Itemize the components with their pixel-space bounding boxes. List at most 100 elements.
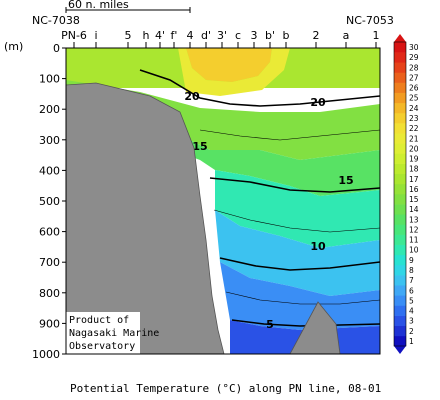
colorbar-swatch bbox=[394, 285, 406, 296]
contour-13 bbox=[213, 209, 380, 233]
colorbar-swatch bbox=[394, 234, 406, 245]
station-label: 1 bbox=[373, 29, 380, 42]
colorbar-tick-label: 17 bbox=[409, 175, 419, 184]
left-endpoint-label: NC-7038 bbox=[32, 14, 80, 27]
colorbar-swatch bbox=[394, 133, 406, 144]
colorbar-tick-label: 13 bbox=[409, 215, 419, 224]
chart-title: Potential Temperature (°C) along PN line… bbox=[70, 382, 381, 395]
credit-line-3: Observatory bbox=[69, 341, 135, 352]
colorbar-tick-label: 18 bbox=[409, 165, 419, 174]
colorbar-swatch bbox=[394, 295, 406, 306]
station-label: c bbox=[235, 29, 241, 42]
depth-tick-label: 600 bbox=[39, 226, 60, 239]
contour-18 bbox=[199, 129, 380, 141]
station-label: a bbox=[343, 29, 350, 42]
station-label: 2 bbox=[313, 29, 320, 42]
distance-scale-label: 60 n. miles bbox=[68, 0, 129, 11]
colorbar-tick-label: 19 bbox=[409, 155, 419, 164]
band-15 bbox=[215, 170, 380, 248]
colorbar-tick-label: 9 bbox=[409, 256, 414, 265]
station-label: b bbox=[283, 29, 290, 42]
colorbar-swatch bbox=[394, 92, 406, 104]
colorbar-swatch bbox=[394, 305, 406, 316]
colorbar-swatch bbox=[394, 123, 406, 134]
depth-tick-label: 900 bbox=[39, 317, 60, 330]
band-8 bbox=[220, 262, 380, 330]
contour-5 bbox=[231, 319, 380, 327]
depth-tick-label: 200 bbox=[39, 103, 60, 116]
colorbar-tick-label: 1 bbox=[409, 337, 414, 346]
depth-tick-label: 700 bbox=[39, 256, 60, 269]
colorbar-swatch bbox=[394, 204, 406, 215]
section-plot: 20 15 20 15 10 5 Product of Nagasaki Marine O… bbox=[66, 48, 380, 354]
station-label: 4' bbox=[155, 29, 165, 42]
colorbar-min-arrow bbox=[394, 346, 406, 354]
colorbar-swatch bbox=[394, 143, 406, 154]
colorbar-swatch bbox=[394, 173, 406, 185]
station-label: PN-6 bbox=[61, 29, 87, 42]
contour-label: 20 bbox=[310, 96, 326, 109]
depth-tick-label: 800 bbox=[39, 287, 60, 300]
contour-7 bbox=[225, 291, 380, 305]
colorbar-tick-label: 5 bbox=[409, 296, 414, 305]
depth-tick-label: 400 bbox=[39, 164, 60, 177]
colorbar-swatch bbox=[394, 163, 406, 175]
colorbar-tick-label: 30 bbox=[409, 43, 419, 52]
plot-frame bbox=[65, 47, 381, 355]
station-label: h bbox=[143, 29, 150, 42]
colorbar-tick-label: 16 bbox=[409, 185, 419, 194]
colorbar-swatch bbox=[394, 153, 406, 164]
seafloor bbox=[66, 82, 225, 354]
station-label: f' bbox=[171, 29, 178, 42]
colorbar-tick-label: 11 bbox=[409, 236, 419, 245]
colorbar-tick-label: 4 bbox=[409, 307, 414, 316]
colorbar-swatch bbox=[394, 52, 406, 63]
station-label: 3' bbox=[217, 29, 227, 42]
colorbar-swatch bbox=[394, 264, 406, 276]
depth-tick-label: 0 bbox=[53, 42, 60, 55]
depth-tick-label: 300 bbox=[39, 134, 60, 147]
station-label: 4 bbox=[187, 29, 194, 42]
contour-lines bbox=[139, 69, 380, 327]
colorbar-swatch bbox=[394, 112, 406, 124]
colorbar-tick-label: 8 bbox=[409, 266, 414, 275]
colorbar-tick-label: 10 bbox=[409, 246, 419, 255]
depth-axis: 0 100 200 300 400 500 600 700 800 900 1000 bbox=[32, 42, 66, 361]
contour-20 bbox=[139, 69, 380, 107]
credit-box bbox=[66, 312, 140, 354]
colorbar-swatch bbox=[394, 72, 406, 83]
colorbar-tick-label: 12 bbox=[409, 225, 419, 234]
colorbar-swatch bbox=[394, 214, 406, 225]
colorbar-swatch bbox=[394, 194, 406, 205]
station-labels: PN-6 i 5 h 4' f' 4 d' 3' c 3 b' b 2 a 1 bbox=[61, 29, 380, 48]
colorbar-tick-label: 24 bbox=[409, 104, 419, 113]
contour-10 bbox=[219, 257, 380, 271]
colorbar-swatch bbox=[394, 62, 406, 73]
depth-tick-label: 100 bbox=[39, 73, 60, 86]
contour-label: 5 bbox=[266, 318, 274, 331]
colorbar-swatch bbox=[394, 315, 406, 327]
colorbar-swatch bbox=[394, 325, 406, 337]
colorbar-swatch bbox=[394, 102, 406, 114]
colorbar-tick-label: 15 bbox=[409, 195, 419, 204]
colorbar-tick-label: 23 bbox=[409, 114, 419, 123]
station-label: b' bbox=[265, 29, 275, 42]
colorbar-tick-label: 20 bbox=[409, 144, 419, 153]
contour-labels: 20 15 20 15 10 5 bbox=[184, 90, 353, 331]
colorbar-swatch bbox=[394, 335, 406, 347]
colorbar-swatch bbox=[394, 275, 406, 286]
colorbar-tick-label: 3 bbox=[409, 317, 414, 326]
colorbar-tick-label: 7 bbox=[409, 276, 414, 285]
colorbar-tick-label: 26 bbox=[409, 84, 419, 93]
colorbar-tick-label: 6 bbox=[409, 286, 414, 295]
colorbar-frame bbox=[393, 41, 407, 347]
station-label: 3 bbox=[251, 29, 258, 42]
seamount bbox=[289, 301, 341, 354]
colorbar-max-arrow bbox=[394, 34, 406, 42]
contour-label: 15 bbox=[192, 140, 207, 153]
colorbar-tick-label: 2 bbox=[409, 327, 414, 336]
right-endpoint-label: NC-7053 bbox=[346, 14, 394, 27]
contour-15 bbox=[209, 177, 380, 193]
contour-label: 10 bbox=[310, 240, 326, 253]
